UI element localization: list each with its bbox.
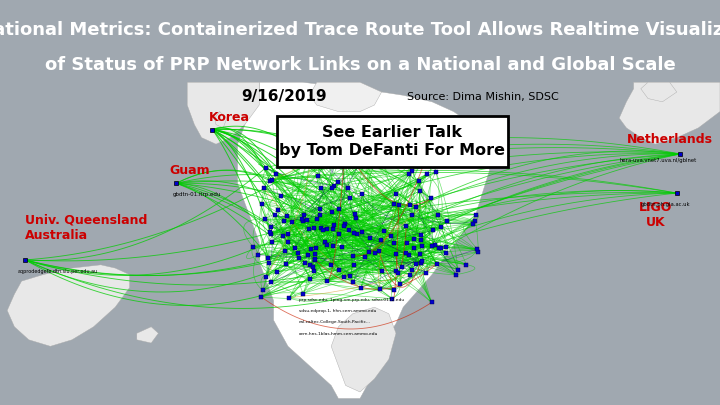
Text: Guam: Guam [169,164,210,177]
Polygon shape [238,82,490,399]
Text: cern.hns.1blas.hmm.cern.ammo.edu: cern.hns.1blas.hmm.cern.ammo.edu [299,332,378,336]
Polygon shape [331,307,396,392]
Text: Netherlands: Netherlands [626,132,712,145]
Text: 9/16/2019: 9/16/2019 [242,90,327,104]
Text: Source: Dima Mishin, SDSC: Source: Dima Mishin, SDSC [407,92,559,102]
Text: gbdtn.ph.gla.ac.uk: gbdtn.ph.gla.ac.uk [641,202,690,207]
Text: Univ. Queensland
Australia: Univ. Queensland Australia [25,214,148,242]
Polygon shape [641,82,677,102]
Polygon shape [215,111,227,128]
Text: prp.sdsc.edu, 1ping-vm.prp.edu, sdsu-0172.edu: prp.sdsc.edu, 1ping-vm.prp.edu, sdsu-017… [299,298,404,302]
Text: Korea: Korea [209,111,250,124]
Text: hera-uva.vnet7.uva.nl/gblnet: hera-uva.vnet7.uva.nl/gblnet [619,158,696,163]
Text: by Tom DeFanti For More: by Tom DeFanti For More [279,143,505,158]
Polygon shape [619,82,720,144]
Polygon shape [310,82,382,111]
Text: Operational Metrics: Containerized Trace Route Tool Allows Realtime Visualizatio: Operational Metrics: Containerized Trace… [0,21,720,39]
Polygon shape [187,82,259,144]
Text: See Earlier Talk: See Earlier Talk [323,125,462,140]
Text: cal.caltec.College.South.Pacific...: cal.caltec.College.South.Pacific... [299,320,371,324]
Text: sdsu.edprop.1, hhn.cern.ammo.edu: sdsu.edprop.1, hhn.cern.ammo.edu [299,309,376,313]
Text: LIGO
UK: LIGO UK [639,201,672,229]
Text: gbdtn-01.itrp.edu: gbdtn-01.itrp.edu [173,192,221,197]
Polygon shape [7,265,130,346]
Text: of Status of PRP Network Links on a National and Global Scale: of Status of PRP Network Links on a Nati… [45,56,675,74]
Polygon shape [137,327,158,343]
FancyBboxPatch shape [277,117,508,167]
Text: aqprodedgefe.dtn.slu.per.edu.au: aqprodedgefe.dtn.slu.per.edu.au [18,269,98,274]
